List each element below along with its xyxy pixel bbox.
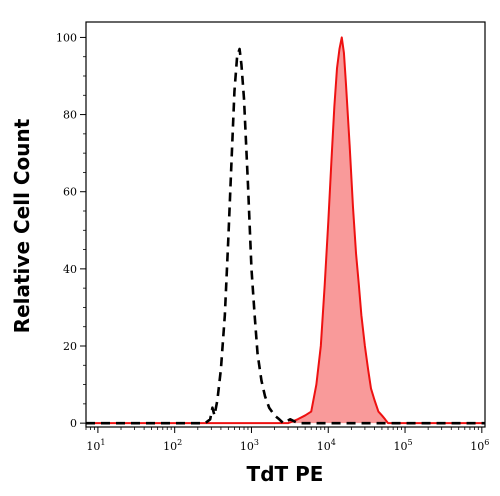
x-axis-title: TdT PE (247, 462, 324, 486)
x-tick-label: 104 (317, 438, 336, 453)
y-tick-label: 80 (63, 109, 77, 122)
x-tick-label: 102 (163, 438, 182, 453)
y-axis-title: Relative Cell Count (10, 118, 34, 333)
x-axis: 101 102 103 104 105 106 (85, 427, 489, 453)
plot-area (86, 36, 485, 425)
y-tick-label: 60 (63, 186, 77, 199)
x-tick-label: 106 (470, 438, 489, 453)
series-1-line (86, 36, 485, 425)
y-tick-label: 100 (56, 31, 77, 44)
y-tick-label: 0 (70, 417, 77, 430)
series-0-line (86, 47, 485, 425)
x-tick-label: 103 (240, 438, 259, 453)
y-tick-label: 40 (63, 263, 77, 276)
x-tick-label: 105 (393, 438, 412, 453)
plot-frame (85, 21, 486, 428)
x-tick-label: 101 (86, 438, 105, 453)
y-axis: 0 20 40 60 80 100 (56, 31, 86, 430)
y-tick-label: 20 (63, 340, 77, 353)
series-1-fill (86, 37, 485, 424)
